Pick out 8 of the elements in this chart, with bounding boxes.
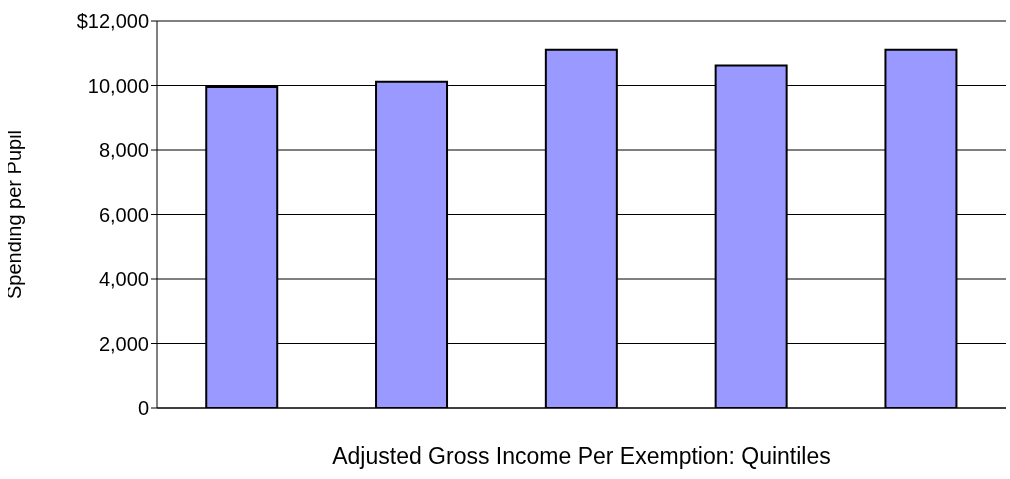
y-tick-label: 4,000 xyxy=(98,268,149,291)
x-axis-title: Adjusted Gross Income Per Exemption: Quintiles xyxy=(332,443,831,469)
y-tick-label: 8,000 xyxy=(98,139,149,162)
y-tick-label: 6,000 xyxy=(98,203,149,226)
y-tick-label: 0 xyxy=(137,397,149,420)
y-tick-label: 10,000 xyxy=(87,74,149,97)
y-tick-label: $12,000 xyxy=(76,10,149,33)
y-tick-label: 2,000 xyxy=(98,332,149,355)
